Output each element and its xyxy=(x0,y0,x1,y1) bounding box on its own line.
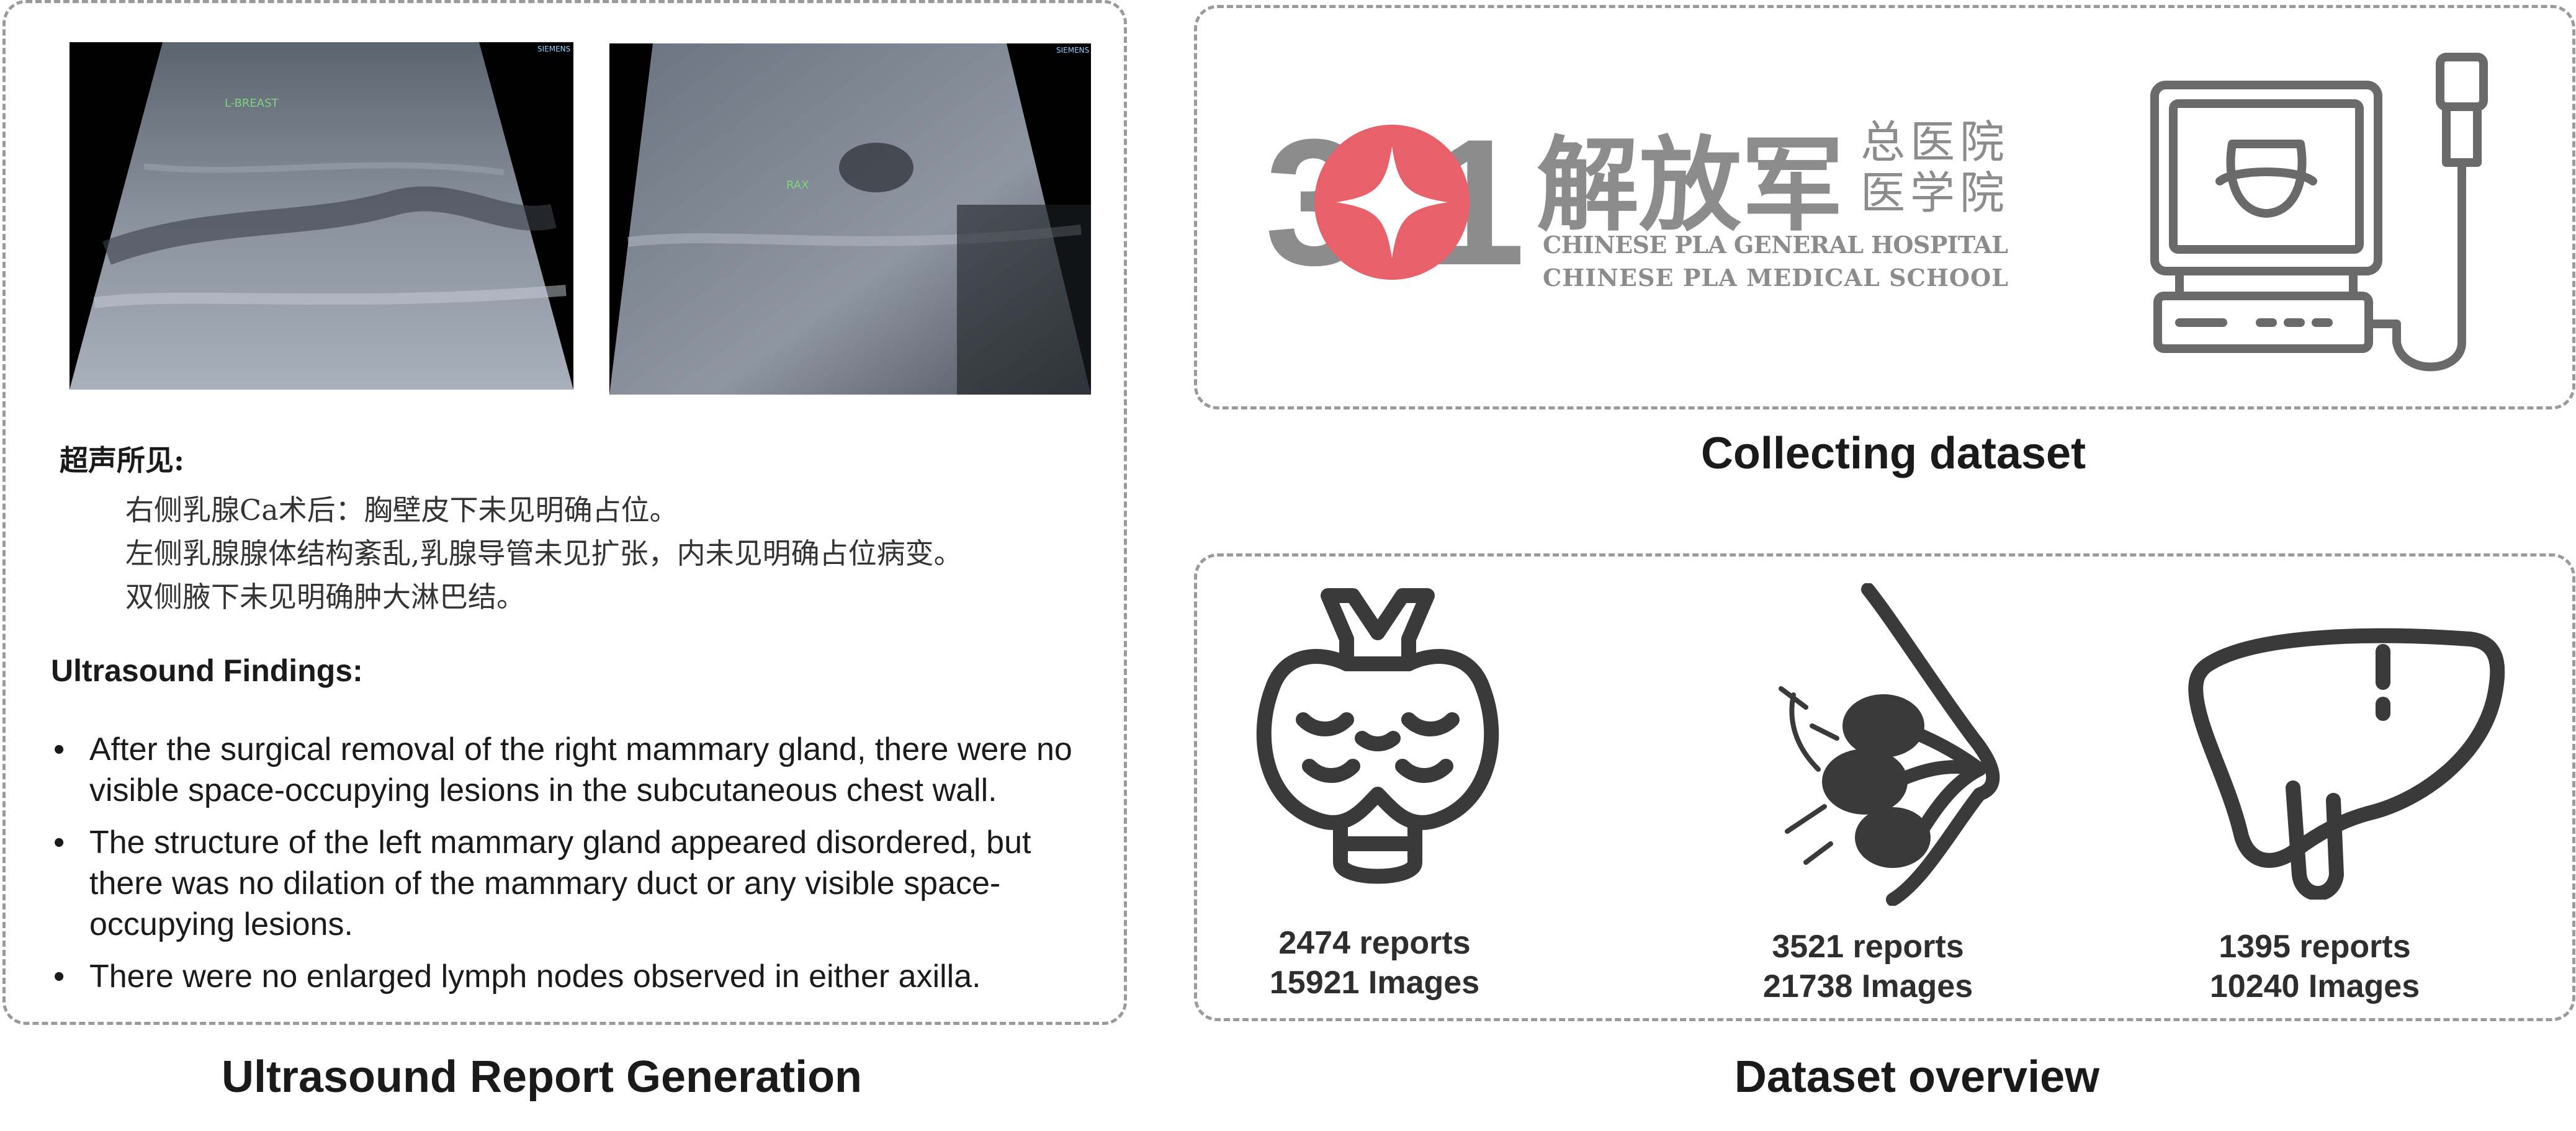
caption-collecting: Collecting dataset xyxy=(1700,429,2086,478)
breast-icon xyxy=(1779,583,2000,906)
image-count: 15921 Images xyxy=(1269,965,1480,1001)
dataset-stat-thyroid: 2474 reports 15921 Images xyxy=(1229,923,1520,1003)
svg-text:总医院: 总医院 xyxy=(1860,116,2009,168)
caption-overview: Dataset overview xyxy=(1734,1052,2100,1102)
vendor-label: SIEMENS xyxy=(1056,46,1090,55)
report-count: 1395 reports xyxy=(2219,929,2411,965)
collecting-panel xyxy=(1194,5,2575,409)
findings-list: After the surgical removal of the right … xyxy=(51,729,1106,1008)
image-count: 10240 Images xyxy=(2209,968,2420,1004)
caption-report-generation: Ultrasound Report Generation xyxy=(221,1052,863,1102)
report-panel xyxy=(2,0,1127,1025)
thyroid-icon xyxy=(1256,588,1499,884)
dataset-stat-liver: 1395 reports 10240 Images xyxy=(2169,927,2461,1006)
dataset-stat-breast: 3521 reports 21738 Images xyxy=(1722,927,2014,1006)
liver-icon xyxy=(2188,628,2505,900)
report-line-cn: 右侧乳腺Ca术后：胸壁皮下未见明确占位。 xyxy=(125,493,678,527)
ultrasound-machine-icon xyxy=(2150,53,2488,372)
finding-item: After the surgical removal of the right … xyxy=(51,729,1106,811)
image-label: RAX xyxy=(786,179,809,192)
report-count: 3521 reports xyxy=(1772,929,1964,965)
finding-item: There were no enlarged lymph nodes obser… xyxy=(51,956,1106,997)
svg-text:CHINESE PLA MEDICAL SCHOOL: CHINESE PLA MEDICAL SCHOOL xyxy=(1543,264,2008,292)
ultrasound-image-left-breast: L-BREAST SIEMENS xyxy=(70,42,573,390)
vendor-label: SIEMENS xyxy=(537,45,571,53)
report-line-cn: 双侧腋下未见明确肿大淋巴结。 xyxy=(125,580,525,614)
report-title-en: Ultrasound Findings: xyxy=(51,653,363,688)
report-count: 2474 reports xyxy=(1278,925,1471,961)
finding-item: The structure of the left mammary gland … xyxy=(51,822,1106,945)
svg-text:医学院: 医学院 xyxy=(1860,167,2009,219)
svg-text:解放军: 解放军 xyxy=(1537,125,1844,245)
image-label: L-BREAST xyxy=(225,97,279,110)
image-count: 21738 Images xyxy=(1762,968,1973,1004)
overview-panel xyxy=(1194,553,2575,1021)
svg-text:CHINESE PLA GENERAL HOSPITAL: CHINESE PLA GENERAL HOSPITAL xyxy=(1543,231,2008,259)
report-line-cn: 左侧乳腺腺体结构紊乱,乳腺导管未见扩张，内未见明确占位病变。 xyxy=(125,537,963,570)
ultrasound-image-right-axilla: RAX SIEMENS xyxy=(609,43,1091,395)
report-title-cn: 超声所见: xyxy=(60,444,184,477)
hospital-logo: 301 解放军 总医院 医学院 CHINESE PLA GENERAL HOSP… xyxy=(1265,109,2009,295)
